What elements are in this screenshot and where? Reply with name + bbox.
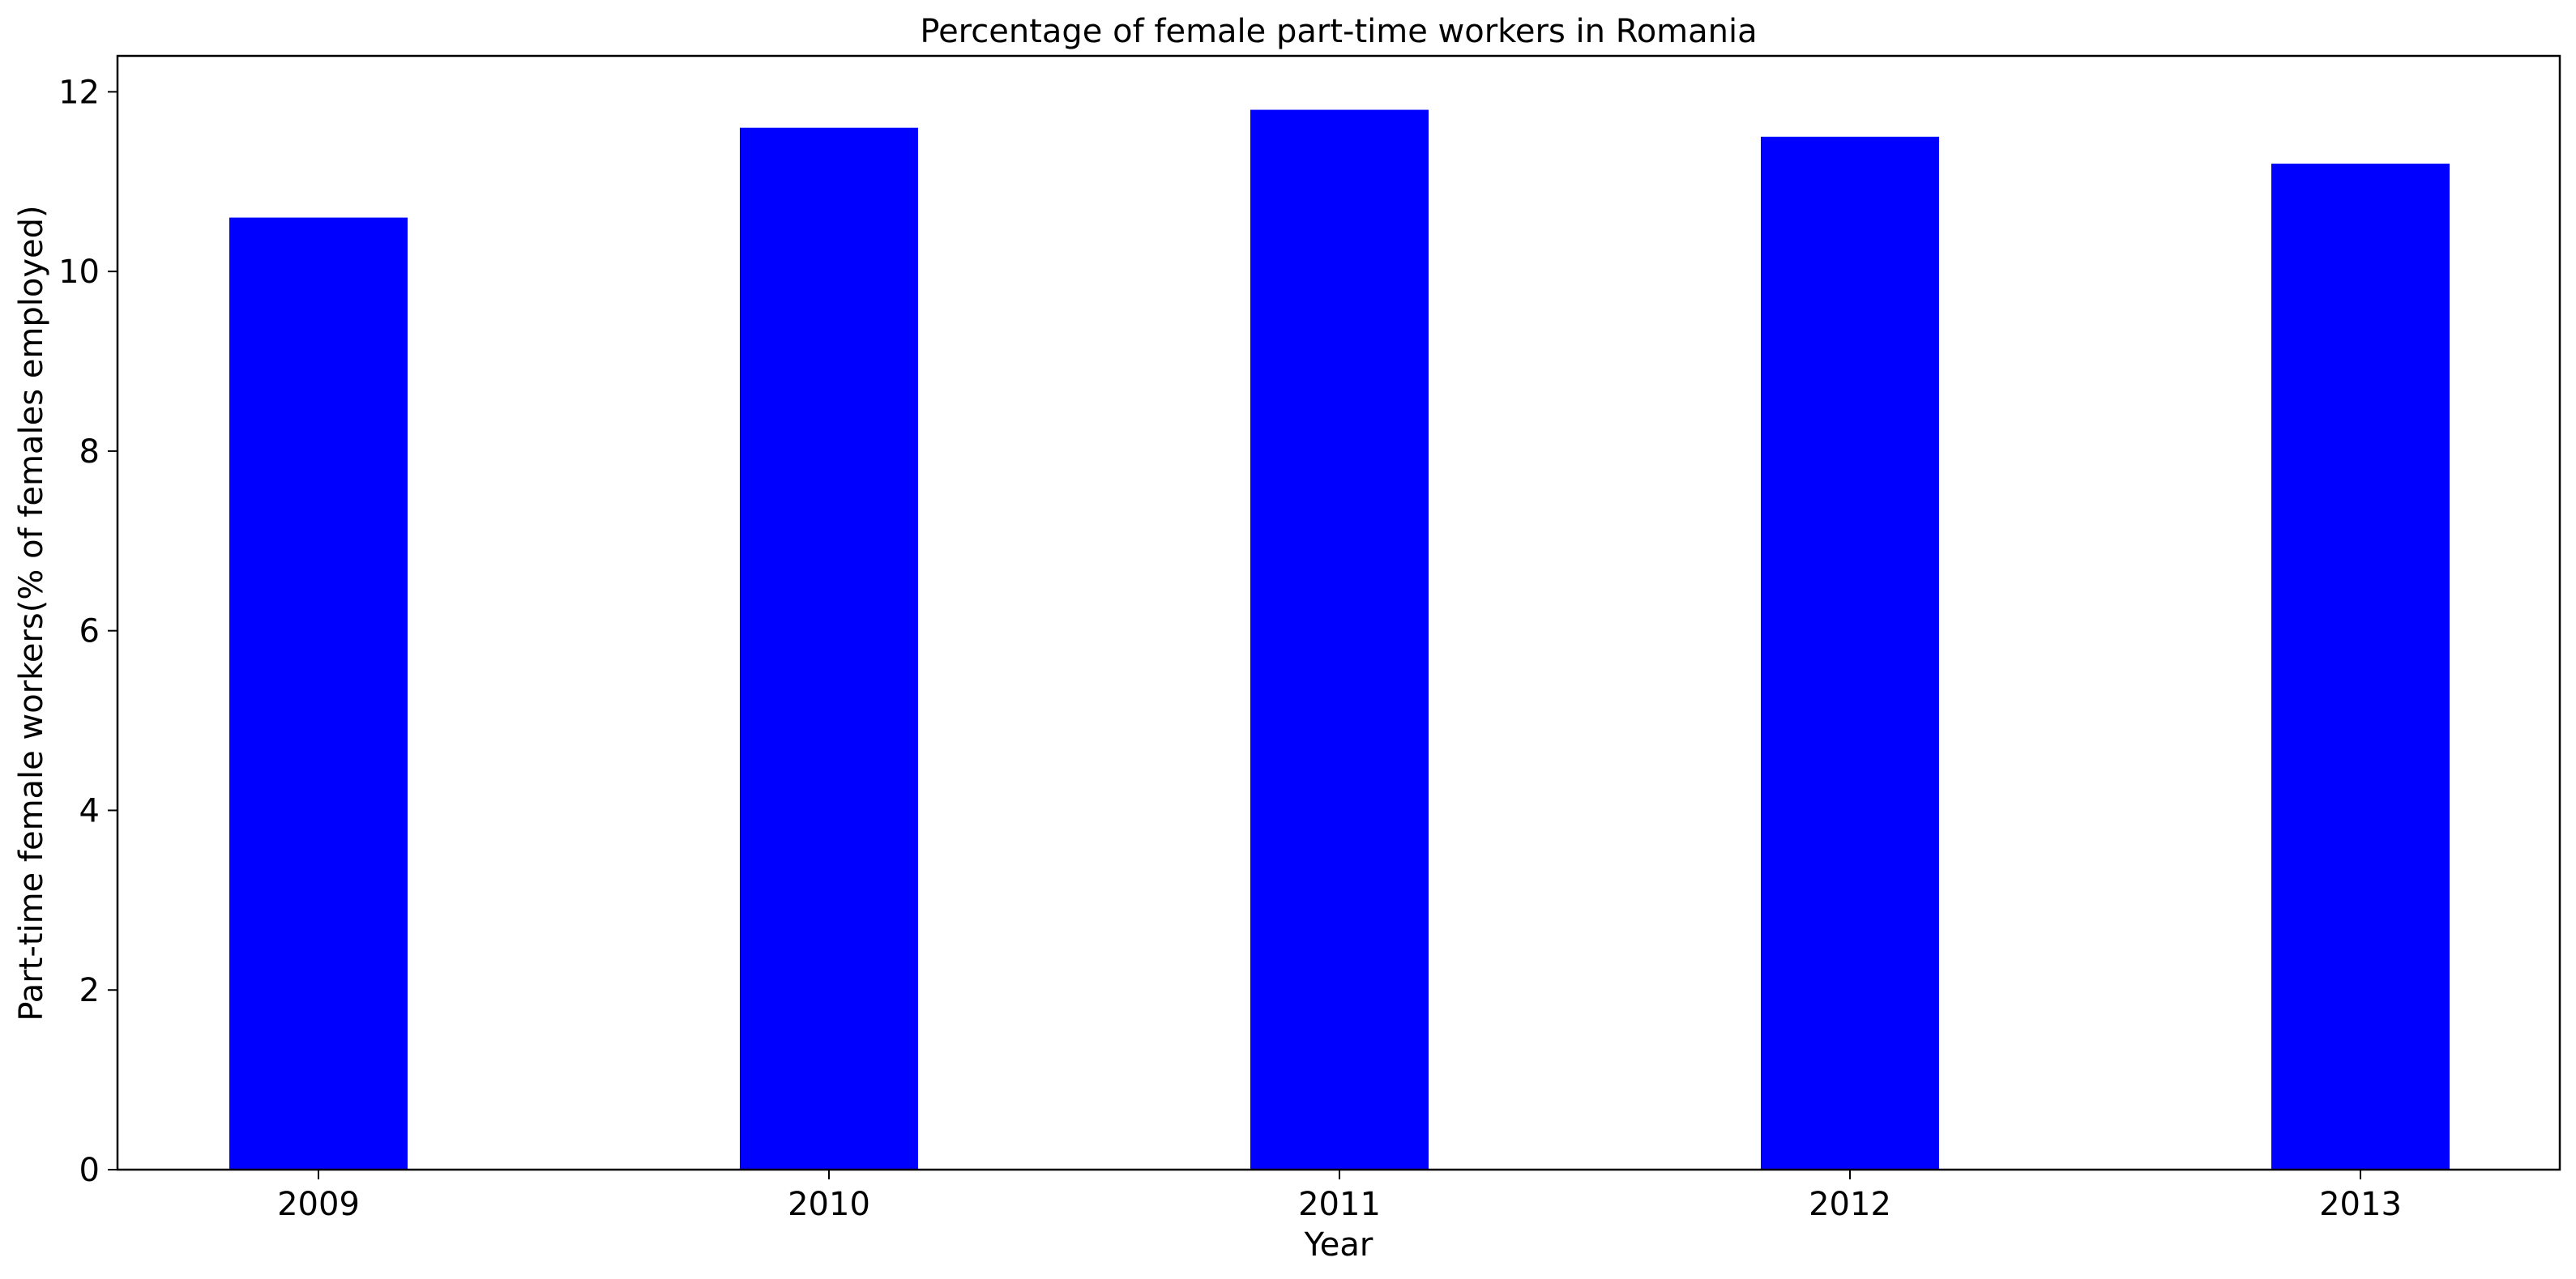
y-axis-ticks: 0 2 4 6 8 10 12 [58,74,117,1189]
y-tick-label: 2 [79,972,100,1009]
plot-frame [116,54,2561,1171]
bar-2012 [1761,136,1939,1170]
bar-2010 [740,127,918,1170]
y-tick-label: 12 [58,74,100,111]
x-tick-label: 2009 [277,1186,360,1223]
x-axis-ticks: 2009 2010 2011 2012 2013 [277,1170,2402,1223]
bar-2013 [2271,164,2450,1170]
y-tick-label: 10 [58,254,100,291]
y-tick-label: 4 [79,792,100,829]
y-tick-label: 6 [79,613,100,650]
chart-title: Percentage of female part-time workers i… [920,13,1757,50]
y-axis-label: Part-time female workers(% of females em… [13,205,50,1021]
x-tick-label: 2013 [2319,1186,2402,1223]
x-tick-label: 2010 [788,1186,870,1223]
x-tick-label: 2011 [1298,1186,1381,1223]
x-tick-label: 2012 [1809,1186,1891,1223]
y-tick-label: 0 [79,1152,100,1189]
bar-2009 [229,217,408,1170]
y-tick-label: 8 [79,433,100,471]
bars-group [229,109,2450,1170]
x-axis-label: Year [1304,1226,1373,1264]
bar-2011 [1250,109,1429,1170]
